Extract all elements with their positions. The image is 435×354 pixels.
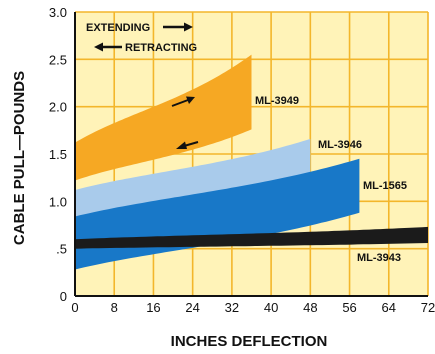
series-layer — [75, 54, 428, 270]
legend-extending-arrowhead — [184, 22, 193, 32]
legend-retracting-arrowhead — [94, 42, 103, 52]
x-axis-title: INCHES DEFLECTION — [171, 333, 328, 350]
series-band-ml-3949 — [75, 54, 252, 181]
retract-arrowhead — [176, 141, 187, 149]
legend-extending-label: EXTENDING — [86, 22, 150, 34]
y-tick-label: 2.5 — [49, 52, 67, 67]
x-tick-label: 0 — [71, 300, 78, 315]
y-tick-label: 1.5 — [49, 147, 67, 162]
axes: 0 8 16 24 32 40 48 56 64 72 0 .5 1.0 1.5 2.0 2.5 3.0 — [49, 5, 435, 315]
y-tick-label: 2.0 — [49, 100, 67, 115]
extend-arrow — [171, 99, 189, 107]
legend: EXTENDING RETRACTING — [86, 22, 197, 54]
series-label-ml-3949: ML-3949 — [255, 95, 299, 107]
series-label-ml-1565: ML-1565 — [363, 180, 407, 192]
x-tick-label: 64 — [382, 300, 396, 315]
legend-retracting-label: RETRACTING — [125, 42, 197, 54]
y-axis-title: CABLE PULL—POUNDS — [11, 71, 28, 245]
extend-arrowhead — [186, 96, 195, 104]
y-tick-label: 1.0 — [49, 194, 67, 209]
series-label-ml-3946: ML-3946 — [318, 139, 362, 151]
x-tick-label: 56 — [342, 300, 356, 315]
retract-arrow — [183, 141, 199, 147]
x-tick-label: 40 — [264, 300, 278, 315]
x-tick-label: 48 — [303, 300, 317, 315]
series-band-ml-3943 — [75, 226, 428, 249]
x-tick-label: 24 — [185, 300, 199, 315]
direction-arrows — [171, 96, 199, 149]
x-tick-label: 32 — [225, 300, 239, 315]
y-tick-label: .5 — [56, 242, 67, 257]
x-tick-label: 8 — [111, 300, 118, 315]
x-tick-label: 16 — [146, 300, 160, 315]
x-tick-label: 72 — [421, 300, 435, 315]
y-tick-label: 3.0 — [49, 5, 67, 20]
y-tick-label: 0 — [60, 289, 67, 304]
series-label-ml-3943: ML-3943 — [357, 252, 401, 264]
